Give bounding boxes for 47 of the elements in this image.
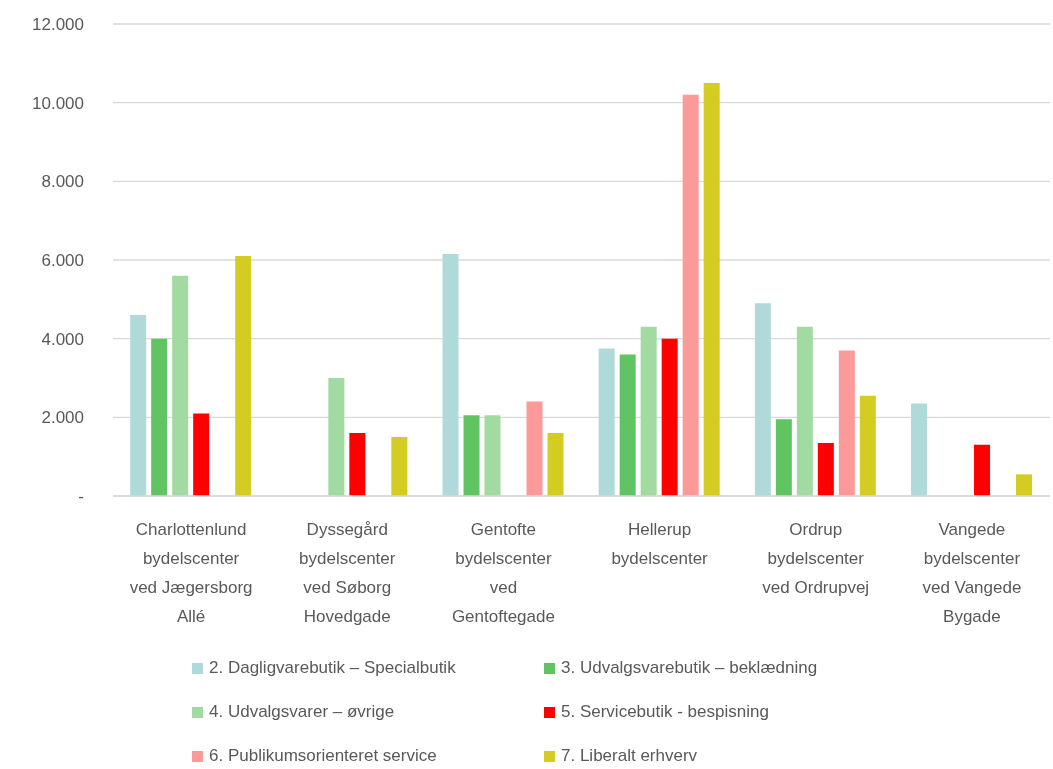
bar	[703, 83, 720, 496]
legend-label: 7. Liberalt erhverv	[561, 745, 698, 767]
legend-label: 6. Publikumsorienteret service	[209, 745, 437, 767]
legend-label: 5. Servicebutik - bespisning	[561, 701, 769, 723]
x-tick-label: Hellerup bydelscenter	[611, 520, 709, 568]
bar	[619, 354, 636, 496]
bar	[442, 254, 459, 496]
x-tick-label: Dyssegård bydelscenter ved Søborg Hovedgade	[299, 520, 396, 626]
legend-label: 2. Dagligvarebutik – Specialbutik	[209, 657, 456, 679]
bar	[235, 256, 252, 496]
bar	[796, 326, 813, 496]
legend-label: 4. Udvalgsvarer – øvrige	[209, 701, 395, 723]
bar	[661, 338, 678, 496]
bar	[598, 348, 615, 496]
bar	[838, 350, 855, 496]
bar	[817, 442, 834, 496]
bar	[463, 415, 480, 496]
bar	[391, 437, 408, 496]
bar	[151, 338, 168, 496]
bar	[130, 315, 147, 496]
bar	[911, 403, 928, 496]
x-tick-label: Ordrup bydelscenter ved Ordrupvej	[762, 520, 870, 597]
bar	[1016, 474, 1033, 496]
x-tick-label: Charlottenlund bydelscenter ved Jægersborg Allé	[129, 520, 253, 626]
bar	[193, 413, 210, 496]
bar	[754, 303, 771, 496]
bar	[974, 444, 991, 496]
y-tick-label: 2.000	[41, 408, 84, 428]
y-tick-label: 10.000	[32, 93, 84, 113]
y-tick-label: 8.000	[41, 172, 84, 192]
bar	[328, 378, 345, 496]
bar	[547, 433, 564, 496]
y-tick-label: 4.000	[41, 329, 84, 349]
y-tick-label: 6.000	[41, 251, 84, 271]
bar	[172, 275, 189, 496]
bar	[682, 94, 699, 496]
bar	[349, 433, 366, 496]
y-tick-label: 12.000	[32, 15, 84, 35]
x-tick-label: Gentofte bydelscenter ved Gentoftegade	[451, 520, 555, 626]
bar	[526, 401, 543, 496]
bar	[640, 326, 657, 496]
x-tick-label: Vangede bydelscenter ved Vangede Bygade	[922, 520, 1022, 626]
legend-label: 3. Udvalgsvarebutik – beklædning	[561, 657, 818, 679]
y-tick-label: -	[78, 487, 84, 507]
bar	[484, 415, 501, 496]
bar	[775, 419, 792, 496]
bar	[859, 395, 876, 496]
